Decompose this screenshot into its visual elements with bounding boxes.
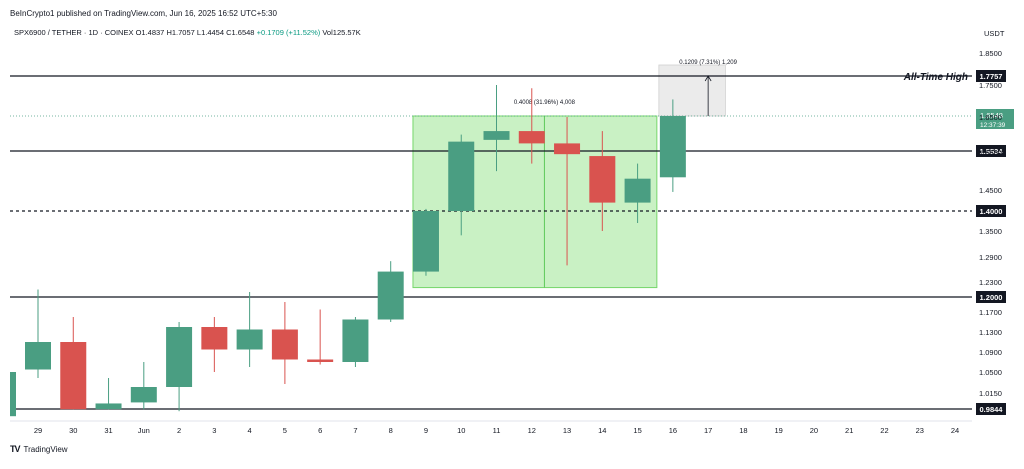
change-value: +0.1709 (+11.52%) xyxy=(256,28,321,37)
low-value: L1.4454 xyxy=(196,28,225,37)
y-tick-9: 1.1300 xyxy=(979,328,1002,337)
candle-body-Jun xyxy=(130,387,157,403)
open-value: O1.4837 xyxy=(135,28,165,37)
y-tick-8: 1.1700 xyxy=(979,308,1002,317)
level-tag-label-4: 0.9844 xyxy=(980,405,1004,414)
level-tag-1 xyxy=(976,145,1006,157)
y-tick-1: 1.7500 xyxy=(979,81,1002,90)
candle-body-9 xyxy=(412,211,439,272)
x-tick-8: 8 xyxy=(389,426,393,435)
x-tick-20: 20 xyxy=(810,426,818,435)
y-tick-2: 1.6500 xyxy=(979,113,1002,122)
ath-distance-box xyxy=(658,64,726,117)
symbol-info-line: SPX6900 / TETHER · 1D · COINEX O1.4837 H… xyxy=(14,28,361,37)
tradingview-logo-icon: TV xyxy=(10,444,20,454)
x-tick-4: 4 xyxy=(248,426,252,435)
candle-body-15 xyxy=(624,178,651,203)
publisher-info: BeInCrypto1 published on TradingView.com… xyxy=(10,9,277,18)
candle-partial xyxy=(10,372,16,417)
x-tick-21: 21 xyxy=(845,426,853,435)
ath-distance-label: 0.1209 (7.31%) 1,209 xyxy=(679,60,737,66)
level-tag-3 xyxy=(976,291,1006,303)
candle-body-8 xyxy=(377,271,404,320)
x-tick-24: 24 xyxy=(951,426,959,435)
x-tick-5: 5 xyxy=(283,426,287,435)
x-tick-15: 15 xyxy=(633,426,641,435)
y-tick-10: 1.0900 xyxy=(979,348,1002,357)
y-tick-7: 1.2300 xyxy=(979,278,1002,287)
x-tick-Jun: Jun xyxy=(138,426,150,435)
level-tag-2 xyxy=(976,205,1006,217)
candle-body-2 xyxy=(166,327,193,387)
candle-body-31 xyxy=(95,403,122,410)
x-tick-16: 16 xyxy=(669,426,677,435)
volume-value: Vol125.57K xyxy=(322,28,361,37)
candle-body-16 xyxy=(659,116,686,178)
x-tick-11: 11 xyxy=(493,426,501,435)
x-tick-13: 13 xyxy=(563,426,571,435)
level-tag-label-2: 1.4000 xyxy=(980,207,1003,216)
close-value: C1.6548 xyxy=(226,28,255,37)
candle-body-4 xyxy=(236,329,263,350)
x-tick-22: 22 xyxy=(880,426,888,435)
candle-body-30 xyxy=(60,342,87,410)
x-tick-19: 19 xyxy=(774,426,782,435)
candle-body-10 xyxy=(448,141,475,211)
y-tick-11: 1.0500 xyxy=(979,368,1002,377)
x-tick-17: 17 xyxy=(704,426,712,435)
x-tick-23: 23 xyxy=(916,426,924,435)
y-tick-3: 1.5500 xyxy=(979,148,1002,157)
candle-body-12 xyxy=(518,131,545,144)
level-tag-label-1: 1.5534 xyxy=(980,147,1004,156)
candle-body-6 xyxy=(307,359,334,362)
symbol-name: SPX6900 / TETHER · 1D · COINEX xyxy=(14,28,134,37)
all-time-high-label: All-Time High xyxy=(903,72,968,83)
countdown-label: 12:37:39 xyxy=(980,122,1006,129)
y-tick-12: 1.0150 xyxy=(979,389,1002,398)
candle-body-13 xyxy=(554,143,581,155)
x-tick-12: 12 xyxy=(528,426,536,435)
candle-body-5 xyxy=(271,329,298,360)
candle-body-3 xyxy=(201,327,228,350)
tradingview-brand: TV TradingView xyxy=(10,444,68,454)
x-tick-10: 10 xyxy=(457,426,465,435)
candle-body-11 xyxy=(483,131,510,140)
level-tag-label-0: 1.7757 xyxy=(980,72,1003,81)
level-tag-0 xyxy=(976,70,1006,82)
brand-label: TradingView xyxy=(23,444,68,454)
x-tick-2: 2 xyxy=(177,426,181,435)
x-tick-7: 7 xyxy=(353,426,357,435)
x-tick-30: 30 xyxy=(69,426,77,435)
currency-label: USDT xyxy=(984,29,1005,38)
x-tick-6: 6 xyxy=(318,426,322,435)
x-tick-14: 14 xyxy=(598,426,606,435)
current-price-tag xyxy=(976,109,1014,129)
candle-body-7 xyxy=(342,319,369,362)
y-tick-4: 1.4500 xyxy=(979,186,1002,195)
candle-body-14 xyxy=(589,156,616,203)
x-tick-18: 18 xyxy=(739,426,747,435)
level-tag-4 xyxy=(976,403,1006,415)
y-tick-6: 1.2900 xyxy=(979,253,1002,262)
high-value: H1.7057 xyxy=(166,28,195,37)
x-tick-29: 29 xyxy=(34,426,42,435)
current-price-label: 1.6548 xyxy=(980,111,1003,120)
x-tick-31: 31 xyxy=(104,426,112,435)
candle-body-29 xyxy=(25,342,51,370)
x-tick-9: 9 xyxy=(424,426,428,435)
y-tick-0: 1.8500 xyxy=(979,49,1002,58)
x-tick-3: 3 xyxy=(212,426,216,435)
y-tick-5: 1.3500 xyxy=(979,227,1002,236)
range-box-label: 0.4008 (31.96%) 4,008 xyxy=(514,100,576,106)
level-tag-label-3: 1.2000 xyxy=(980,293,1003,302)
